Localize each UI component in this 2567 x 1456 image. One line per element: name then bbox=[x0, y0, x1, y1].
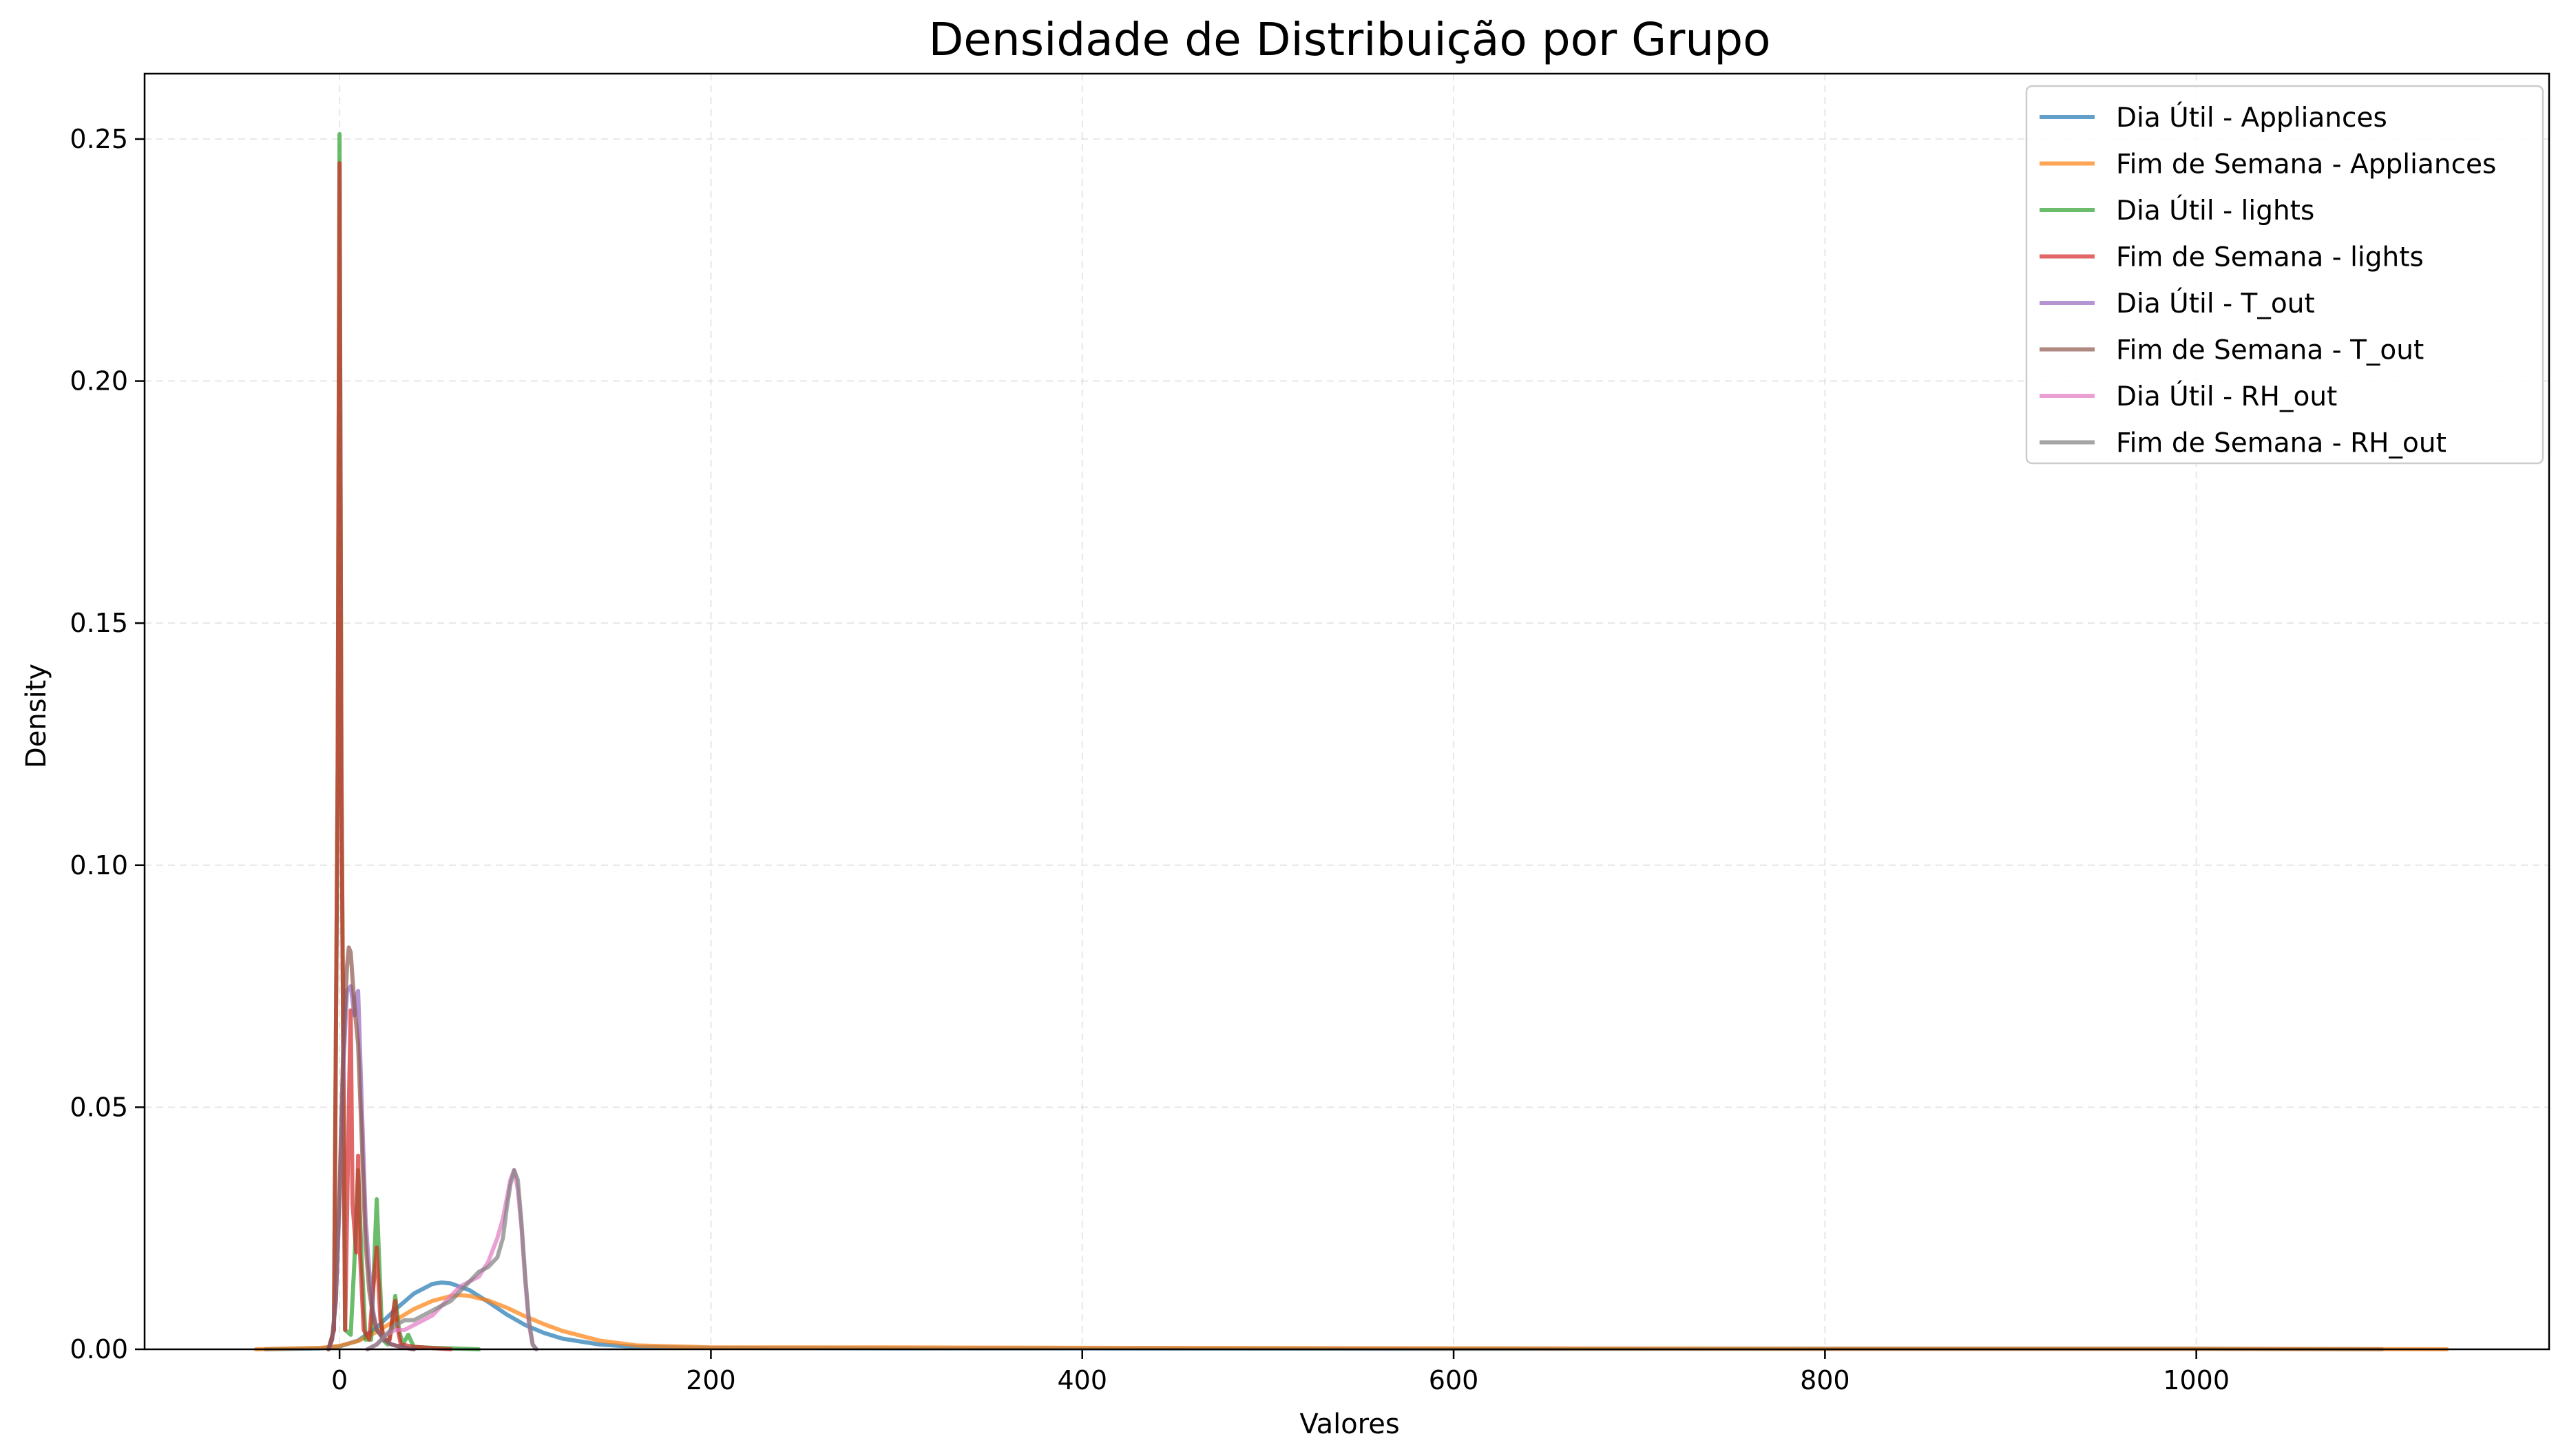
series-line-6 bbox=[326, 945, 416, 1351]
y-axis-label: Density bbox=[21, 664, 52, 768]
legend-entry-label: Dia Útil - T_out bbox=[2116, 287, 2315, 319]
legend-entry-label: Fim de Semana - RH_out bbox=[2116, 428, 2446, 459]
x-tick-label: 400 bbox=[1057, 1365, 1107, 1395]
x-axis-ticks: 0 200 400 600 800 1000 bbox=[331, 1349, 2230, 1395]
y-axis-ticks: 0.00 0.05 0.10 0.15 0.20 0.25 bbox=[70, 124, 145, 1364]
y-tick-label: 0.10 bbox=[70, 850, 128, 880]
series-line-4 bbox=[326, 161, 453, 1351]
legend-entry-label: Fim de Semana - T_out bbox=[2116, 335, 2424, 366]
y-tick-label: 0.00 bbox=[70, 1334, 128, 1364]
y-tick-label: 0.20 bbox=[70, 366, 128, 397]
x-tick-label: 1000 bbox=[2163, 1365, 2230, 1395]
y-tick-label: 0.05 bbox=[70, 1092, 128, 1122]
legend-entry-label: Dia Útil - lights bbox=[2116, 194, 2314, 226]
y-tick-label: 0.25 bbox=[70, 124, 128, 154]
series-line-8 bbox=[365, 1168, 538, 1351]
y-tick-label: 0.15 bbox=[70, 608, 128, 638]
x-tick-label: 200 bbox=[686, 1365, 736, 1395]
legend: Dia Útil - Appliances Fim de Semana - App… bbox=[2025, 85, 2544, 465]
legend-items: Dia Útil - Appliances Fim de Semana - App… bbox=[2040, 101, 2496, 459]
legend-entry-label: Dia Útil - Appliances bbox=[2116, 101, 2387, 134]
x-tick-label: 600 bbox=[1429, 1365, 1479, 1395]
legend-entry-label: Dia Útil - RH_out bbox=[2116, 380, 2337, 412]
legend-entry-label: Fim de Semana - lights bbox=[2116, 242, 2424, 273]
plot-frame bbox=[143, 72, 2550, 1351]
x-axis-label: Valores bbox=[1299, 1408, 1399, 1440]
x-tick-label: 800 bbox=[1800, 1365, 1850, 1395]
series-lines bbox=[253, 131, 2449, 1351]
x-tick-label: 0 bbox=[331, 1365, 348, 1395]
legend-box bbox=[2025, 85, 2544, 465]
legend-entry-label: Fim de Semana - Appliances bbox=[2116, 149, 2496, 180]
chart-title: Densidade de Distribuição por Grupo bbox=[928, 13, 1770, 66]
